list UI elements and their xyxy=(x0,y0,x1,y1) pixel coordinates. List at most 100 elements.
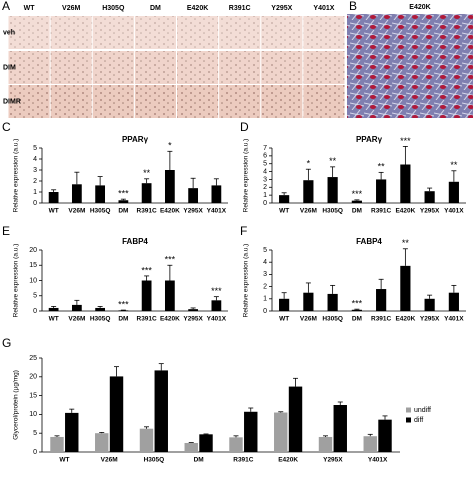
bar xyxy=(65,412,79,452)
bar xyxy=(199,434,213,452)
error-bar xyxy=(143,426,149,429)
x-tick-label: V26M xyxy=(68,316,85,323)
bar xyxy=(109,376,124,452)
micrograph xyxy=(92,85,134,118)
legend-swatch xyxy=(406,407,411,413)
x-tick-label: Y401X xyxy=(207,208,227,215)
y-axis-label: Relative expression (a.u.) xyxy=(243,244,250,318)
x-tick-label: WT xyxy=(49,208,59,215)
bar xyxy=(351,309,362,311)
significance: *** xyxy=(400,136,411,146)
bar xyxy=(378,419,392,452)
micrograph xyxy=(219,16,261,49)
y-axis-label: Relative expression (a.u.) xyxy=(13,139,20,213)
error-bar xyxy=(190,307,196,310)
chart-title: FABP4 xyxy=(356,237,382,246)
micrograph xyxy=(8,16,50,49)
legend-label: diff xyxy=(414,417,423,424)
error-bar xyxy=(248,407,254,412)
x-tick-label: Y401X xyxy=(444,208,464,215)
bar xyxy=(50,436,64,452)
x-tick-label: WT xyxy=(49,316,59,323)
error-bar xyxy=(451,170,457,182)
error-bar xyxy=(158,363,164,371)
significance: * xyxy=(307,159,311,169)
x-tick-label: R391C xyxy=(137,208,158,215)
micrograph xyxy=(8,85,50,118)
bar xyxy=(448,181,459,203)
significance: *** xyxy=(211,286,222,296)
bar xyxy=(184,442,198,452)
micrograph xyxy=(134,85,176,118)
column-label: Y401X xyxy=(313,5,334,12)
bar xyxy=(424,191,435,203)
y-tick-label: 3 xyxy=(263,176,267,183)
micrograph xyxy=(92,16,134,49)
micrograph-grid: WT V26M H305Q DM E420K R391C Y295X Y401X veh DIM D… xyxy=(3,5,345,118)
bar xyxy=(188,188,199,203)
y-tick-label: 4 xyxy=(263,168,267,175)
panel-label: D xyxy=(240,120,249,134)
x-tick-label: E420K xyxy=(160,316,180,323)
bar xyxy=(164,280,175,311)
error-bar xyxy=(97,176,103,186)
panel-label: F xyxy=(240,224,247,238)
y-tick-label: 4 xyxy=(33,156,37,163)
row-label: veh xyxy=(3,29,15,36)
error-bar xyxy=(51,306,57,308)
bar xyxy=(279,195,290,203)
bar xyxy=(363,436,377,452)
error-bar xyxy=(378,171,384,180)
column-label: E420K xyxy=(187,5,208,12)
x-tick-label: H305Q xyxy=(90,208,111,215)
bar xyxy=(327,177,338,203)
error-bar xyxy=(330,284,336,294)
micrograph xyxy=(50,85,92,118)
micrograph xyxy=(177,16,219,49)
micrograph xyxy=(50,51,92,84)
bar xyxy=(244,411,258,452)
x-tick-label: WT xyxy=(59,457,69,464)
bar xyxy=(274,412,288,452)
bar xyxy=(303,180,314,203)
column-label: H305Q xyxy=(102,5,125,12)
error-bar xyxy=(337,401,343,405)
panel-label: E xyxy=(2,224,10,238)
x-tick-label: H305Q xyxy=(322,208,343,215)
x-tick-label: R391C xyxy=(371,208,392,215)
y-tick-label: 10 xyxy=(29,277,37,284)
micrograph xyxy=(303,85,345,118)
micrograph xyxy=(50,16,92,49)
bar xyxy=(139,428,154,452)
micrograph xyxy=(303,16,345,49)
y-tick-label: 25 xyxy=(29,355,37,362)
x-tick-label: H305Q xyxy=(322,316,343,323)
bar xyxy=(118,200,129,203)
error-bar xyxy=(427,187,433,192)
bar xyxy=(333,405,347,452)
x-tick-label: Y401X xyxy=(368,457,388,464)
significance: *** xyxy=(352,189,363,199)
y-tick-label: 5 xyxy=(33,145,37,152)
bar xyxy=(400,164,411,203)
legend-swatch xyxy=(406,417,411,423)
column-label: Y295X xyxy=(271,5,292,12)
bar xyxy=(303,292,314,311)
panel-label: G xyxy=(2,336,11,350)
micrograph xyxy=(219,85,261,118)
bar xyxy=(164,170,175,203)
x-tick-label: DM xyxy=(352,316,362,323)
bar xyxy=(424,298,435,311)
x-tick-label: V26M xyxy=(68,208,85,215)
chart-title: FABP4 xyxy=(122,237,148,246)
panel-label: B xyxy=(349,0,357,13)
error-bar xyxy=(330,166,336,178)
error-bar xyxy=(305,282,311,293)
micrograph xyxy=(134,16,176,49)
bar xyxy=(211,300,222,311)
x-tick-label: H305Q xyxy=(144,457,165,464)
y-tick-label: 4 xyxy=(263,259,267,266)
error-bar xyxy=(451,284,457,293)
bar xyxy=(188,309,199,311)
micrograph xyxy=(261,16,303,49)
